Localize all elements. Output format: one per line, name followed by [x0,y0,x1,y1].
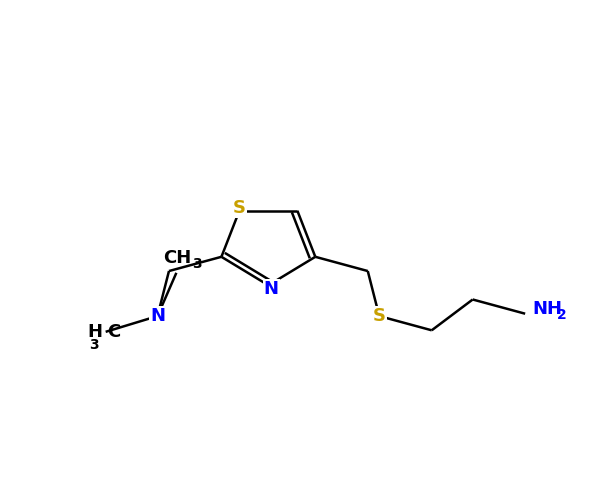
Text: 2: 2 [557,308,566,322]
Text: 3: 3 [89,338,99,352]
Text: CH: CH [163,249,191,267]
Text: S: S [233,199,246,217]
Text: S: S [373,307,386,325]
Text: N: N [150,307,165,325]
Text: H: H [88,323,102,341]
Text: NH: NH [532,300,562,318]
Text: N: N [264,280,279,298]
Text: 3: 3 [193,257,202,271]
Text: C: C [107,323,121,341]
